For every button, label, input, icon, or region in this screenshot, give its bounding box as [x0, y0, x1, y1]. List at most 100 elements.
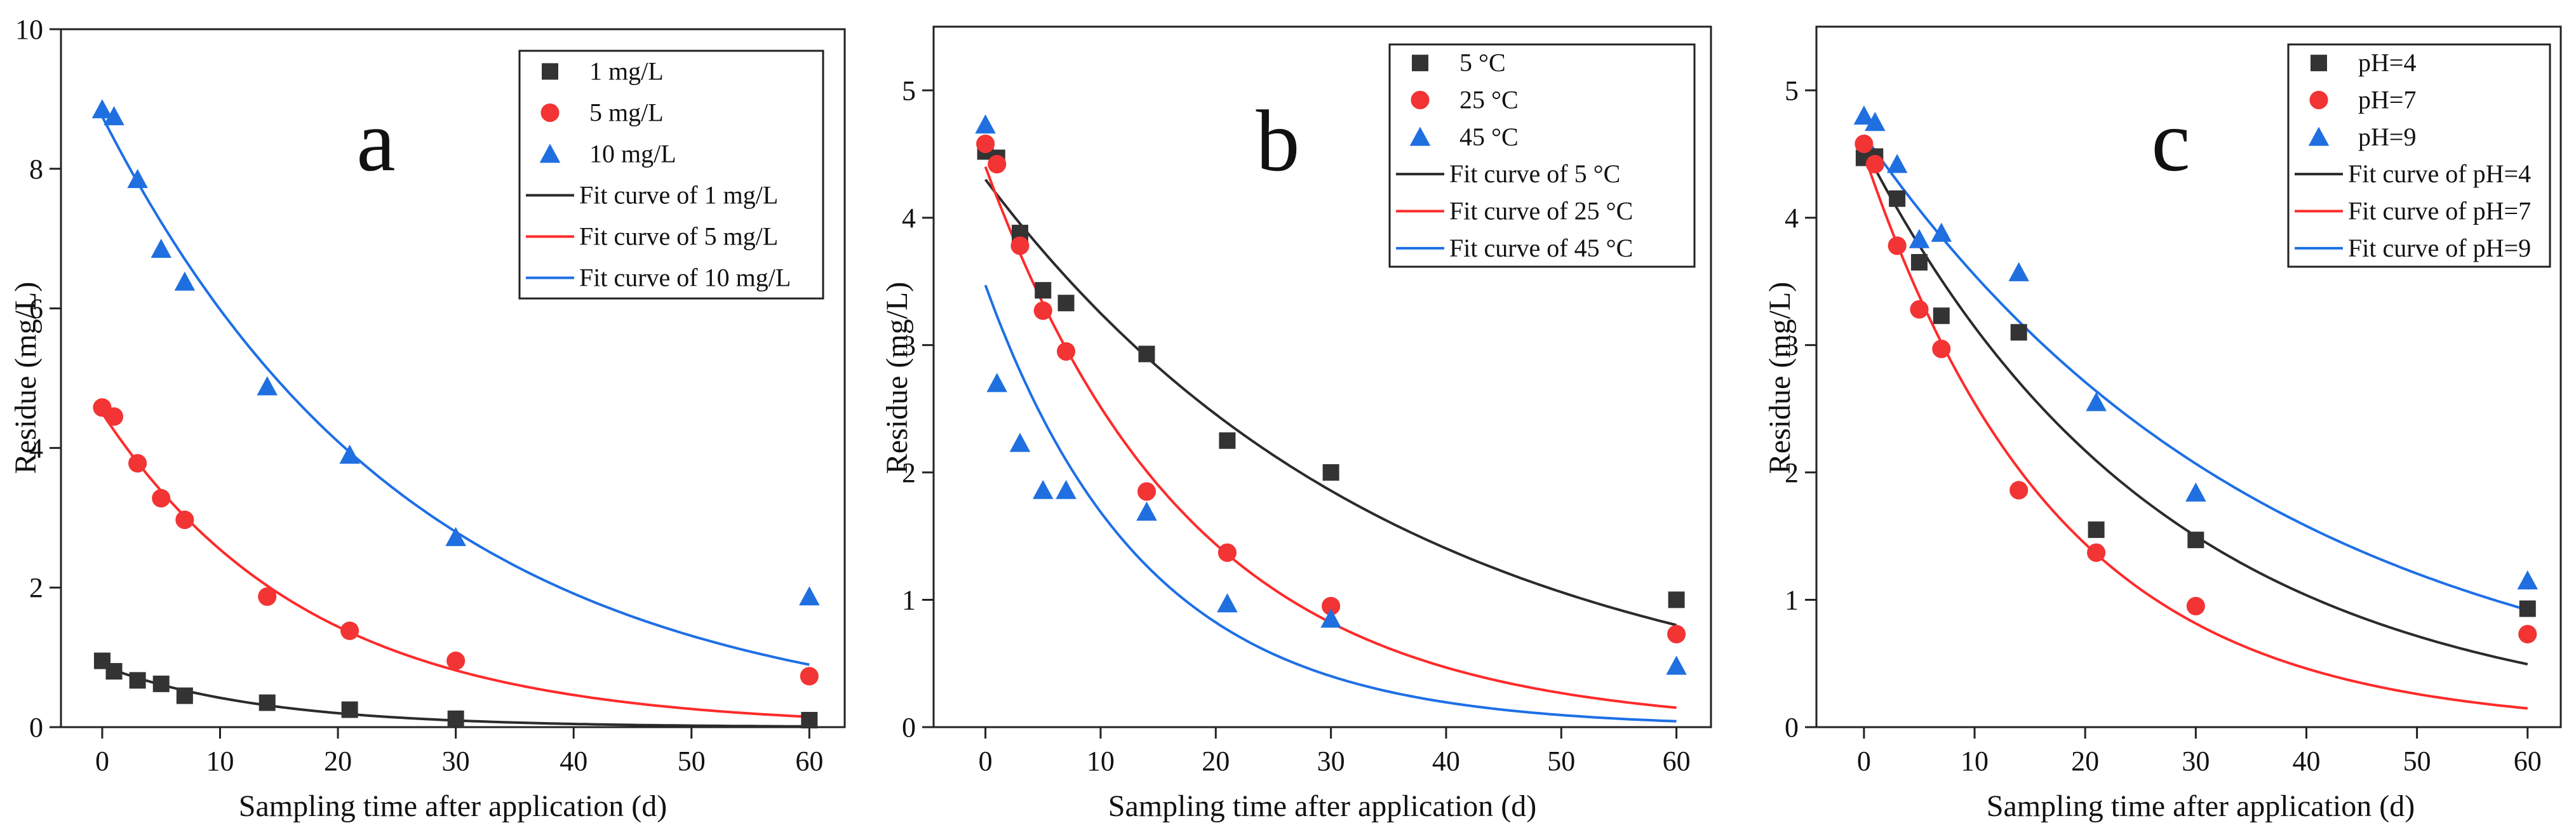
y-tick-label: 3: [902, 330, 916, 361]
legend-marker: [1409, 126, 1431, 146]
x-tick-label: 40: [1432, 746, 1460, 777]
legend-marker: [2309, 90, 2328, 110]
data-point: [1855, 134, 1874, 154]
x-tick-label: 60: [795, 746, 823, 777]
y-tick-label: 2: [29, 572, 43, 603]
data-point: [1668, 591, 1685, 608]
data-point: [976, 134, 995, 154]
data-point: [1909, 229, 1930, 248]
data-point: [1888, 236, 1907, 255]
y-axis-title: Residue (mg/L): [880, 282, 914, 474]
legend-marker: [2311, 55, 2327, 72]
x-tick-label: 20: [324, 746, 352, 777]
data-point: [1889, 190, 1906, 207]
data-point: [1218, 543, 1237, 562]
data-point: [1931, 222, 1952, 242]
data-point: [801, 712, 818, 729]
x-tick-label: 50: [2403, 746, 2431, 777]
panel-letter: c: [2151, 92, 2190, 189]
legend-label: 1 mg/L: [589, 57, 664, 86]
y-tick-label: 0: [1785, 712, 1799, 743]
x-tick-label: 0: [95, 746, 109, 777]
x-tick-label: 20: [1202, 746, 1230, 777]
data-points: [91, 99, 820, 729]
panel-letter: b: [1256, 92, 1300, 189]
data-point: [2519, 600, 2536, 617]
data-point: [1320, 608, 1341, 628]
x-tick-label: 60: [2514, 746, 2542, 777]
data-point: [104, 407, 124, 426]
data-point: [1932, 339, 1951, 358]
legend-marker: [542, 63, 558, 80]
data-point: [2087, 543, 2106, 562]
x-tick-label: 30: [1317, 746, 1345, 777]
panel-c: c Sampling time after application (d) Re…: [1763, 25, 2562, 823]
x-tick-label: 20: [2071, 746, 2099, 777]
legend-box: [2287, 43, 2551, 268]
x-tick-label: 60: [1663, 746, 1691, 777]
legend-label: 25 °C: [1459, 86, 1519, 114]
data-point: [1933, 307, 1950, 325]
data-point: [2517, 570, 2539, 590]
legend-label: Fit curve of 45 °C: [1449, 234, 1633, 262]
x-tick-label: 30: [2182, 746, 2210, 777]
data-point: [2185, 482, 2206, 502]
y-tick-label: 4: [29, 432, 43, 464]
data-point: [340, 621, 359, 640]
data-point: [1138, 345, 1155, 363]
x-tick-label: 50: [1547, 746, 1575, 777]
legend-box: [518, 50, 824, 300]
data-point: [2010, 324, 2027, 341]
data-point: [1865, 112, 1886, 131]
x-tick-label: 10: [1961, 746, 1989, 777]
legend-label: 5 °C: [1459, 48, 1506, 77]
legend-label: Fit curve of 10 mg/L: [579, 264, 791, 292]
data-point: [447, 710, 464, 727]
data-point: [91, 99, 113, 119]
data-point: [151, 238, 171, 258]
x-tick-label: 40: [2292, 746, 2320, 777]
y-axis-title: Residue (mg/L): [9, 282, 43, 474]
legend-box: [1388, 43, 1696, 268]
data-point: [128, 454, 147, 473]
data-point: [258, 587, 277, 606]
data-point: [446, 652, 466, 671]
legend-label: Fit curve of pH=7: [2348, 197, 2531, 225]
x-tick-label: 0: [1857, 746, 1871, 777]
legend-marker: [1411, 90, 1430, 110]
data-point: [1865, 155, 1884, 174]
plot-frame: [1815, 25, 2562, 728]
y-tick-label: 6: [29, 293, 43, 325]
legend-label: Fit curve of pH=4: [2348, 159, 2531, 188]
data-point: [258, 694, 276, 711]
legend-label: 5 mg/L: [589, 98, 664, 127]
panel-letter: a: [356, 92, 395, 189]
data-point: [1666, 655, 1687, 675]
data-point: [1136, 501, 1157, 521]
data-point: [2186, 596, 2205, 616]
x-axis-title: Sampling time after application (d): [1108, 789, 1536, 823]
plot-frame: [932, 25, 1712, 728]
data-point: [104, 106, 124, 126]
legend-label: pH=7: [2358, 86, 2416, 114]
data-point: [986, 373, 1007, 392]
data-point: [988, 155, 1007, 174]
y-tick-label: 1: [902, 584, 916, 615]
fit-curve: [984, 285, 1677, 723]
data-point: [129, 672, 146, 689]
legend-label: 45 °C: [1459, 123, 1519, 151]
data-point: [257, 376, 278, 396]
legend-marker: [1412, 55, 1428, 72]
data-point: [800, 667, 819, 686]
legend-marker: [539, 144, 561, 163]
data-point: [975, 114, 996, 134]
y-tick-label: 5: [902, 75, 916, 106]
data-point: [1910, 254, 1928, 271]
data-point: [1853, 105, 1875, 125]
data-point: [1137, 482, 1157, 501]
x-tick-label: 40: [560, 746, 587, 777]
data-point: [174, 271, 196, 291]
ticks: 0 10 20 30 40 50 60 0 1 2 3 4 5: [902, 75, 1691, 777]
